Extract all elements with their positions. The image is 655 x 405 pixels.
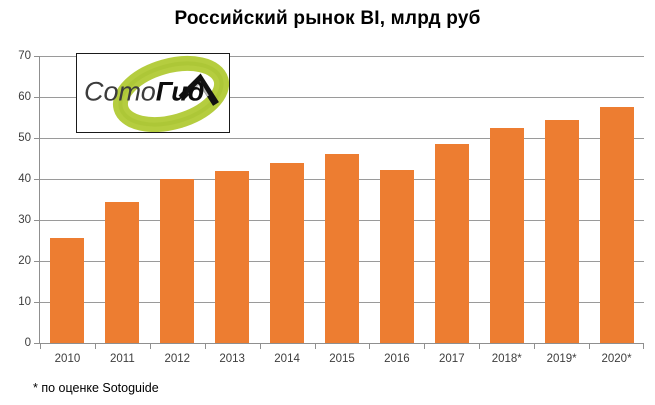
swoosh-ring-icon (112, 56, 229, 132)
bar-2015 (325, 154, 359, 343)
bar-2017 (434, 143, 469, 343)
y-axis-label-40: 40 (18, 173, 31, 185)
bar-2016 (379, 169, 414, 343)
x-axis-label-2012: 2012 (164, 353, 191, 365)
y-axis-tick (34, 343, 39, 344)
gridline-y60 (40, 97, 644, 98)
x-axis-tick (94, 344, 96, 349)
bar-2010 (50, 238, 85, 343)
x-axis-tick (424, 344, 426, 349)
y-axis-tick (34, 179, 39, 180)
bar-2018 (489, 127, 524, 343)
y-axis-tick (34, 138, 39, 139)
gridline-y70 (40, 56, 644, 57)
y-axis-tick (34, 97, 39, 98)
plot-area: 0 10 20 30 40 50 60 70 2010 2011 2012 2013 2014 2015 2… (18, 50, 644, 365)
x-axis-label-2010: 2010 (54, 353, 81, 365)
footnote: * по оценке Sotoguide (33, 381, 159, 395)
bar-2020 (599, 107, 634, 343)
gridline-y50 (40, 138, 644, 139)
x-axis-label-2017: 2017 (439, 353, 465, 365)
x-axis-label-2011: 2011 (109, 353, 135, 365)
logo-text-part1: Сото (84, 76, 156, 107)
y-axis-tick (34, 261, 39, 262)
trend-arrow-icon (178, 73, 219, 106)
y-axis-label-0: 0 (24, 337, 31, 349)
x-axis-tick (643, 344, 644, 349)
bar-2019 (544, 119, 579, 343)
y-axis-tick (34, 220, 39, 221)
x-axis-tick (589, 344, 591, 349)
y-axis-label-70: 70 (18, 50, 31, 62)
x-axis-label-2016: 2016 (384, 353, 410, 365)
y-axis-label-30: 30 (18, 214, 31, 226)
bar-2012 (160, 179, 195, 343)
y-axis-label-10: 10 (18, 296, 31, 308)
chart-title: Российский рынок BI, млрд руб (174, 8, 481, 29)
x-axis-label-2019: 2019* (546, 353, 577, 365)
logo-text: СотоГид (84, 78, 204, 105)
y-axis-tick (34, 302, 39, 303)
x-axis-tick (479, 344, 481, 349)
x-axis-tick (259, 344, 261, 349)
x-axis-tick (534, 344, 536, 349)
bar-2011 (105, 201, 140, 343)
x-axis-tick (40, 344, 41, 349)
x-axis-label-2018: 2018* (491, 353, 522, 365)
x-axis-label-2020: 2020* (601, 353, 632, 365)
logo-text-part2: Гид (155, 76, 205, 107)
y-axis-label-50: 50 (18, 132, 31, 144)
x-axis-label-2015: 2015 (329, 353, 355, 365)
x-axis-tick (314, 344, 316, 349)
x-axis-tick (149, 344, 151, 349)
sotoguide-logo: СотоГид (76, 53, 230, 133)
x-axis-label-2013: 2013 (219, 353, 245, 365)
x-axis-label-2014: 2014 (274, 353, 300, 365)
y-axis-label-20: 20 (18, 255, 31, 267)
x-axis-tick (204, 344, 206, 349)
bar-2014 (270, 163, 305, 343)
x-axis-tick (369, 344, 371, 349)
bar-2013 (215, 170, 250, 343)
y-axis-tick (34, 56, 39, 57)
logo-graphic (112, 56, 229, 132)
y-axis-label-60: 60 (18, 91, 31, 103)
